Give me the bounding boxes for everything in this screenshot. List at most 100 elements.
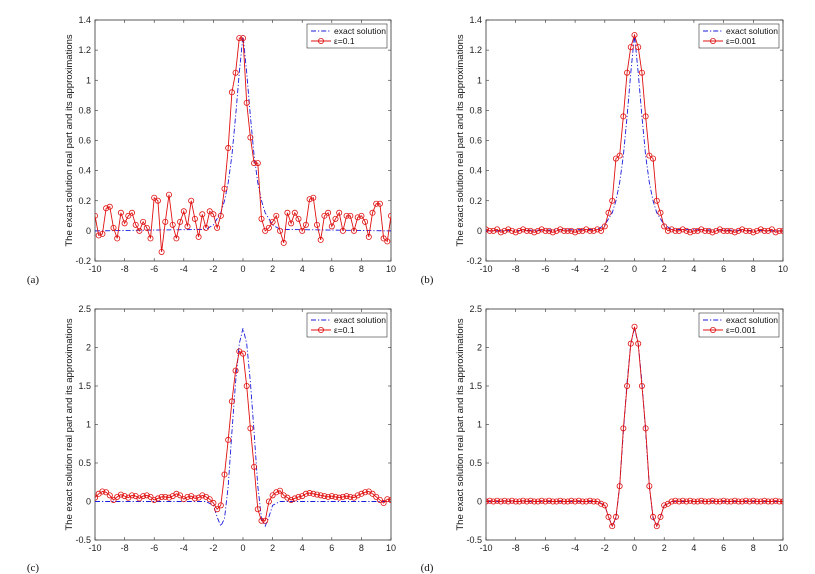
data-point <box>95 212 98 219</box>
data-point <box>302 490 309 497</box>
data-point <box>147 493 154 500</box>
y-tick-label: 1 <box>86 420 91 430</box>
data-point <box>598 227 605 234</box>
y-tick-label: 1 <box>86 75 91 85</box>
data-point <box>531 498 538 505</box>
data-point <box>679 226 686 233</box>
data-point <box>709 497 716 504</box>
data-point <box>103 205 110 212</box>
y-tick-label: 2 <box>477 343 482 353</box>
panel-label: (b) <box>421 274 434 286</box>
data-point <box>776 227 783 234</box>
data-point <box>486 226 489 233</box>
data-point <box>523 498 530 505</box>
data-point <box>572 498 579 505</box>
data-point <box>490 498 497 505</box>
data-point <box>698 497 705 504</box>
data-point <box>265 498 272 505</box>
data-point <box>676 227 683 234</box>
data-point <box>280 239 287 246</box>
data-point <box>728 227 735 234</box>
x-tick-label: -4 <box>571 543 579 553</box>
data-point <box>103 489 110 496</box>
y-tick-label: 2.5 <box>78 304 91 314</box>
data-point <box>594 226 601 233</box>
data-point <box>162 218 169 225</box>
legend-box <box>698 312 780 338</box>
data-point <box>612 513 619 520</box>
data-point <box>523 227 530 234</box>
data-point <box>362 489 369 496</box>
data-point <box>601 502 608 509</box>
data-point <box>664 227 671 234</box>
data-point <box>177 218 184 225</box>
y-tick-label: 0 <box>477 226 482 236</box>
x-tick-label: 6 <box>721 264 726 274</box>
x-tick-label: 2 <box>270 543 275 553</box>
data-point <box>546 497 553 504</box>
data-point <box>653 197 660 204</box>
y-tick-label: 0.2 <box>78 196 91 206</box>
data-point <box>739 226 746 233</box>
data-point <box>590 227 597 234</box>
data-point <box>575 227 582 234</box>
data-point <box>158 493 165 500</box>
legend-marker <box>710 326 717 333</box>
data-point <box>121 220 128 227</box>
plot-series <box>95 35 391 255</box>
data-point <box>310 490 317 497</box>
data-point <box>217 212 224 219</box>
data-point <box>534 227 541 234</box>
data-point <box>560 227 567 234</box>
data-point <box>291 209 298 216</box>
data-point <box>501 227 508 234</box>
x-tick-label: -2 <box>601 264 609 274</box>
x-tick-label: 0 <box>632 264 637 274</box>
data-point <box>265 224 272 231</box>
x-tick-label: 8 <box>751 264 756 274</box>
y-axis-label: The exact solution real part and its app… <box>455 318 466 531</box>
data-point <box>638 69 645 76</box>
y-tick-label: 1 <box>477 75 482 85</box>
data-point <box>612 155 619 162</box>
data-point <box>512 498 519 505</box>
data-point <box>646 152 653 159</box>
data-point <box>225 145 232 152</box>
data-point <box>317 236 324 243</box>
x-tick-label: -8 <box>512 264 520 274</box>
data-point <box>162 493 169 500</box>
data-point <box>624 69 631 76</box>
data-point <box>295 215 302 222</box>
data-point <box>306 490 313 497</box>
data-point <box>520 497 527 504</box>
data-point <box>288 496 295 503</box>
data-point <box>720 497 727 504</box>
data-point <box>549 498 556 505</box>
data-point <box>646 483 653 490</box>
data-point <box>273 212 280 219</box>
y-tick-label: 2.5 <box>469 304 482 314</box>
data-point <box>690 498 697 505</box>
data-point <box>232 367 239 374</box>
data-point <box>546 227 553 234</box>
data-point <box>579 227 586 234</box>
y-tick-label: -0.5 <box>466 535 482 545</box>
y-tick-label: 0.2 <box>469 196 482 206</box>
y-axis-label: The exact solution real part and its app… <box>64 318 75 531</box>
data-point <box>575 497 582 504</box>
data-point <box>254 160 261 167</box>
data-point <box>191 495 198 502</box>
data-point <box>568 497 575 504</box>
y-tick-label: 0 <box>477 497 482 507</box>
data-point <box>750 229 757 236</box>
data-point <box>616 483 623 490</box>
data-point <box>110 224 117 231</box>
data-point <box>313 221 320 228</box>
data-point <box>251 160 258 167</box>
data-point <box>531 229 538 236</box>
data-point <box>508 227 515 234</box>
data-point <box>557 497 564 504</box>
data-point <box>106 203 113 210</box>
